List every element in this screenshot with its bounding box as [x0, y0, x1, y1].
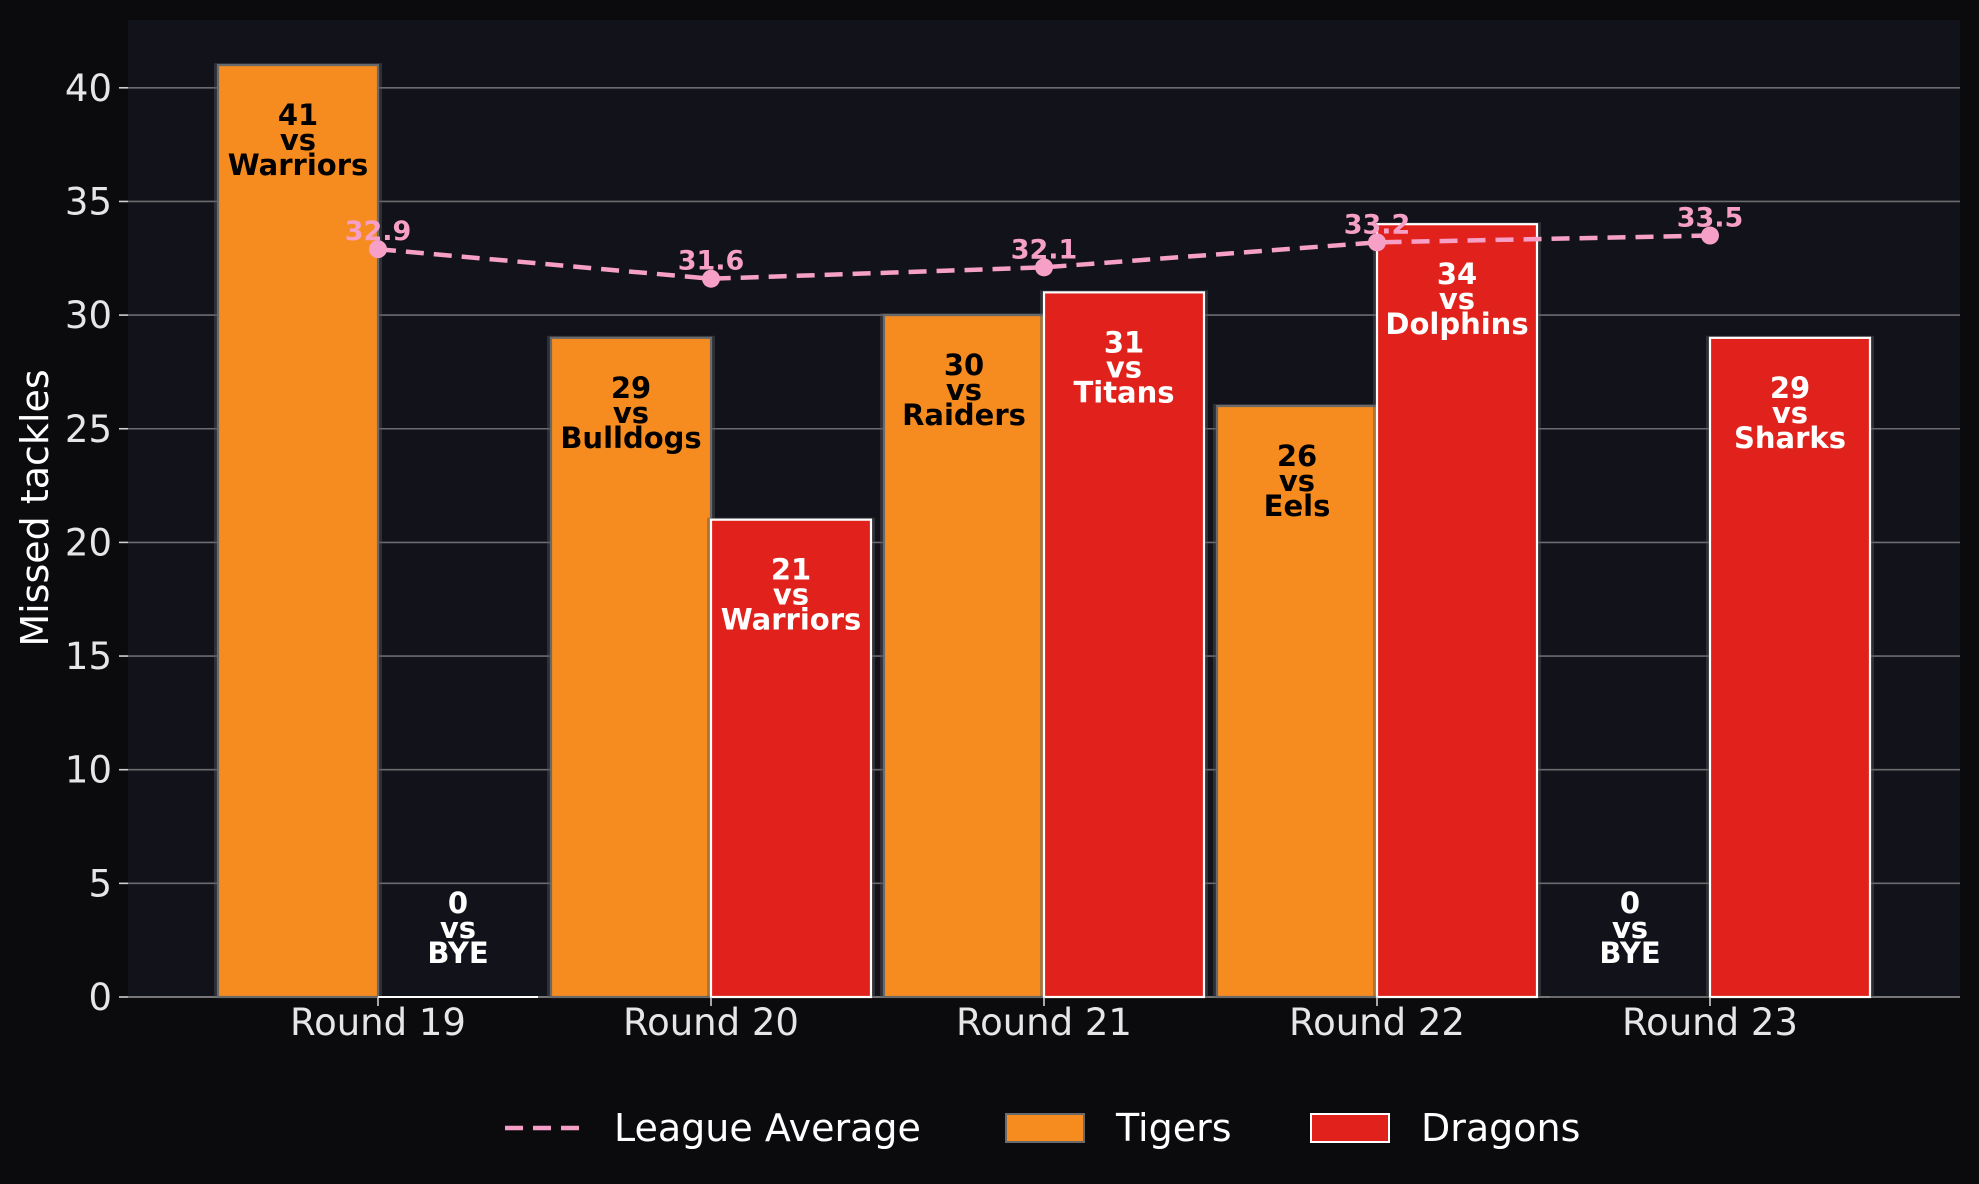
bar-label-line: vs: [1279, 464, 1315, 498]
bar-value-label: 0 vs BYE: [1599, 886, 1660, 970]
bar: [709, 518, 873, 999]
x-tick-label: Round 19: [290, 1001, 466, 1044]
x-tick-label: Round 23: [1622, 1001, 1798, 1044]
bar-label-line: Eels: [1264, 489, 1331, 523]
bar-label-line: vs: [440, 911, 476, 945]
league-average-point: [1701, 226, 1719, 245]
bar-tigers: 26 vs Eels: [1213, 404, 1381, 999]
bar-dragons: 34 vs Dolphins: [1373, 222, 1541, 999]
y-tick-label: 10: [65, 749, 112, 792]
league-average-label: 33.2: [1344, 209, 1411, 240]
bar-dragons: 31 vs Titans: [1040, 290, 1208, 999]
x-tick-label: Round 22: [1289, 1001, 1465, 1044]
bar-label-line: 29: [1770, 371, 1810, 405]
y-tick-label: 25: [65, 408, 112, 451]
league-average-label: 32.9: [345, 216, 412, 247]
bar: [1042, 291, 1206, 999]
bar: [216, 63, 380, 999]
bar-tigers: 29 vs Bulldogs: [547, 335, 715, 999]
y-tick-label: 0: [88, 976, 112, 1019]
bar-tigers: 0 vs BYE: [1550, 886, 1710, 998]
bar-label-line: vs: [1106, 350, 1142, 384]
y-tick-label: 40: [65, 67, 112, 110]
bar-label-line: Raiders: [902, 398, 1026, 432]
legend-item-league-average[interactable]: League Average: [505, 1106, 921, 1150]
bar-label-line: 34: [1437, 257, 1477, 291]
bar-label-line: 30: [944, 348, 984, 382]
x-tick-label: Round 20: [623, 1001, 799, 1044]
bar-label-line: BYE: [427, 936, 488, 970]
legend-item-tigers[interactable]: Tigers: [1005, 1106, 1232, 1150]
bar-value-label: 30 vs Raiders: [902, 348, 1026, 432]
bar-label-line: 0: [448, 886, 468, 920]
bar-label-line: vs: [1439, 282, 1475, 316]
bar-value-label: 34 vs Dolphins: [1385, 257, 1528, 341]
bar-value-label: 41 vs Warriors: [228, 98, 369, 182]
bar-value-label: 31 vs Titans: [1073, 325, 1174, 409]
bar-label-line: vs: [773, 578, 809, 612]
bar-label-line: Warriors: [721, 603, 862, 637]
bar-value-label: 26 vs Eels: [1264, 439, 1331, 523]
bar-value-label: 29 vs Bulldogs: [560, 371, 701, 455]
bar-label-line: Titans: [1073, 375, 1174, 409]
x-tick-label: Round 21: [956, 1001, 1132, 1044]
bar-label-line: 21: [771, 553, 811, 587]
y-tick-label: 15: [65, 635, 112, 678]
bar-value-label: 21 vs Warriors: [721, 553, 862, 637]
bar: [1708, 336, 1872, 999]
y-axis: 0 5 10 15 20 25 30 35 40: [65, 67, 128, 1019]
bar-label-line: 29: [611, 371, 651, 405]
league-average-label: 32.1: [1011, 234, 1078, 265]
bar: [1375, 223, 1539, 999]
league-average-point: [1035, 258, 1053, 277]
bar-label-line: Bulldogs: [560, 421, 701, 455]
bar-label-line: vs: [613, 396, 649, 430]
y-tick-label: 30: [65, 294, 112, 337]
bar-label-line: 41: [278, 98, 318, 132]
bar-label-line: vs: [1612, 911, 1648, 945]
legend-label: League Average: [614, 1106, 921, 1150]
bar-label-line: Dolphins: [1385, 307, 1528, 341]
league-average-point: [1368, 233, 1386, 252]
bar-label-line: vs: [946, 373, 982, 407]
bar-dragons: 0 vs BYE: [378, 886, 538, 998]
league-average-line: 32.9 31.6 32.1 33.2 33.5: [345, 203, 1744, 288]
bar-tigers: 30 vs Raiders: [880, 313, 1048, 999]
legend-item-dragons[interactable]: Dragons: [1310, 1106, 1580, 1150]
bar-tigers: 41 vs Warriors: [214, 63, 382, 999]
bar-value-label: 29 vs Sharks: [1734, 371, 1846, 455]
bar-dragons: 21 vs Warriors: [707, 517, 875, 999]
bar-label-line: vs: [1772, 396, 1808, 430]
legend-swatch: [1310, 1113, 1390, 1143]
y-tick-label: 20: [65, 521, 112, 564]
bar-label-line: BYE: [1599, 936, 1660, 970]
legend-swatch: [1005, 1113, 1085, 1143]
legend[interactable]: League Average Tigers Dragons: [505, 1106, 1580, 1150]
bar: [549, 336, 713, 999]
bar: [882, 314, 1046, 999]
league-average-label: 33.5: [1677, 203, 1744, 234]
league-average-point: [702, 269, 720, 288]
bar-value-label: 0 vs BYE: [427, 886, 488, 970]
bar-label-line: Sharks: [1734, 421, 1846, 455]
league-average-point: [369, 240, 387, 259]
x-axis: Round 19 Round 20 Round 21 Round 22 Round 23: [290, 997, 1798, 1044]
bar-label-line: 31: [1104, 325, 1144, 359]
y-tick-label: 5: [88, 862, 112, 905]
bar: [1215, 404, 1379, 999]
legend-label: Tigers: [1115, 1106, 1232, 1150]
bar-label-line: Warriors: [228, 148, 369, 182]
bar-label-line: 26: [1277, 439, 1317, 473]
bar-label-line: 0: [1620, 886, 1640, 920]
y-axis-label: Missed tackles: [13, 369, 57, 646]
legend-label: Dragons: [1421, 1106, 1580, 1150]
bar-dragons: 29 vs Sharks: [1706, 335, 1874, 999]
y-tick-label: 35: [65, 180, 112, 223]
bar-label-line: vs: [280, 123, 316, 157]
league-average-label: 31.6: [678, 246, 745, 277]
